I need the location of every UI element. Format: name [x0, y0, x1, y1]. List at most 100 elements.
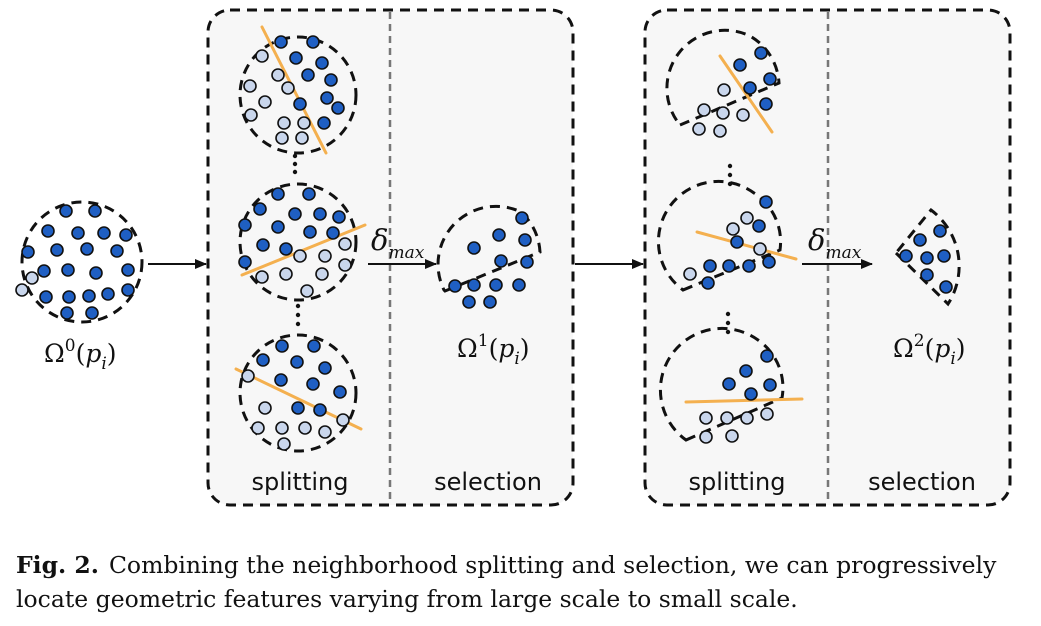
point-dark [101, 287, 115, 301]
point-light [697, 103, 711, 117]
point-dark [743, 81, 757, 95]
point-dark [61, 263, 75, 277]
point-light [293, 249, 307, 263]
point-light [275, 131, 289, 145]
point-dark [899, 249, 913, 263]
split-candidate-6 [658, 326, 785, 442]
point-dark [913, 233, 927, 247]
splitting-label-1: splitting [251, 468, 348, 496]
point-dark [742, 259, 756, 273]
point-dark [730, 235, 744, 249]
point-dark [333, 385, 347, 399]
point-dark [332, 210, 346, 224]
caption-text: Combining the neighborhood splitting and… [16, 551, 997, 613]
point-dark [939, 280, 953, 294]
point-light [241, 369, 255, 383]
point-dark [760, 349, 774, 363]
point-light [315, 267, 329, 281]
point-light [300, 284, 314, 298]
point-dark [307, 339, 321, 353]
point-dark [315, 56, 329, 70]
point-groups [15, 35, 953, 451]
point-dark [279, 242, 293, 256]
point-dark [759, 195, 773, 209]
point-dark [492, 228, 506, 242]
point-dark [50, 243, 64, 257]
omega-2-label: Ω2(pi) [893, 331, 966, 369]
omega-1-label: Ω1(pi) [457, 331, 530, 369]
point-light [713, 124, 727, 138]
point-dark [512, 278, 526, 292]
point-dark [933, 224, 947, 238]
point-light [255, 270, 269, 284]
point-light [717, 83, 731, 97]
point-dark [80, 242, 94, 256]
point-dark [21, 245, 35, 259]
point-dark [313, 207, 327, 221]
point-dark [920, 251, 934, 265]
point-dark [62, 290, 76, 304]
point-dark [306, 35, 320, 49]
splitting-label-2: splitting [688, 468, 785, 496]
point-light [740, 211, 754, 225]
neighborhood-omega-0 [20, 200, 144, 324]
point-light [255, 49, 269, 63]
figure-label: Fig. 2. [16, 551, 99, 579]
point-light [338, 258, 352, 272]
point-dark [763, 72, 777, 86]
point-dark [238, 218, 252, 232]
neighborhood-omega-1 [436, 204, 542, 293]
point-dark [722, 259, 736, 273]
point-dark [701, 276, 715, 290]
point-dark [121, 283, 135, 297]
ellipsis-icon [295, 312, 301, 318]
point-light [683, 267, 697, 281]
split-plane-5 [695, 230, 798, 261]
split-candidate-1 [238, 35, 358, 155]
point-dark [462, 295, 476, 309]
point-dark [256, 238, 270, 252]
point-dark [271, 187, 285, 201]
point-light [736, 108, 750, 122]
point-dark [291, 401, 305, 415]
point-light [279, 267, 293, 281]
point-dark [288, 207, 302, 221]
point-dark [467, 278, 481, 292]
point-light [338, 237, 352, 251]
split-plane-4 [718, 54, 774, 134]
point-light [318, 425, 332, 439]
point-light [726, 222, 740, 236]
point-dark [762, 255, 776, 269]
ellipsis-icon [725, 311, 731, 317]
figure-caption: Fig. 2. Combining the neighborhood splitt… [16, 548, 1026, 616]
point-dark [274, 373, 288, 387]
ellipsis-icon [725, 320, 731, 326]
ellipsis-icon [292, 161, 298, 167]
point-dark [326, 226, 340, 240]
point-light [258, 401, 272, 415]
point-light [295, 131, 309, 145]
point-light [318, 249, 332, 263]
point-dark [759, 97, 773, 111]
point-dark [733, 58, 747, 72]
point-light [725, 429, 739, 443]
point-dark [739, 364, 753, 378]
point-light [336, 413, 350, 427]
point-light [251, 421, 265, 435]
point-dark [448, 279, 462, 293]
split-candidate-3 [238, 333, 358, 453]
point-dark [744, 387, 758, 401]
split-candidate-5 [656, 179, 783, 292]
point-dark [754, 46, 768, 60]
selection-label-1: selection [434, 468, 542, 496]
ellipsis-icon [727, 163, 733, 169]
point-light [271, 68, 285, 82]
point-light [243, 79, 257, 93]
delta-max-label-1: δmax [371, 223, 425, 263]
point-light [753, 242, 767, 256]
point-light [692, 122, 706, 136]
point-light [244, 108, 258, 122]
point-dark [121, 263, 135, 277]
point-light [716, 106, 730, 120]
split-plane-2 [240, 223, 367, 277]
